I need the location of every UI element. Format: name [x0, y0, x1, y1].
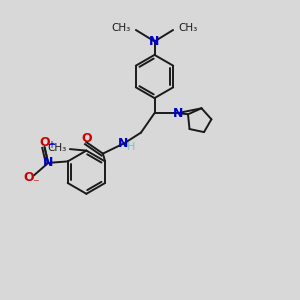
Text: +: + — [46, 140, 55, 150]
Text: O: O — [81, 132, 92, 145]
Text: CH₃: CH₃ — [48, 142, 67, 153]
Text: O: O — [23, 171, 34, 184]
Text: N: N — [42, 156, 53, 169]
Text: N: N — [118, 136, 128, 150]
Text: N: N — [149, 35, 160, 48]
Text: CH₃: CH₃ — [178, 22, 198, 33]
Text: O: O — [39, 136, 50, 149]
Text: ⁻: ⁻ — [32, 177, 39, 190]
Text: CH₃: CH₃ — [111, 22, 130, 33]
Text: H: H — [127, 142, 135, 152]
Text: N: N — [173, 106, 183, 120]
